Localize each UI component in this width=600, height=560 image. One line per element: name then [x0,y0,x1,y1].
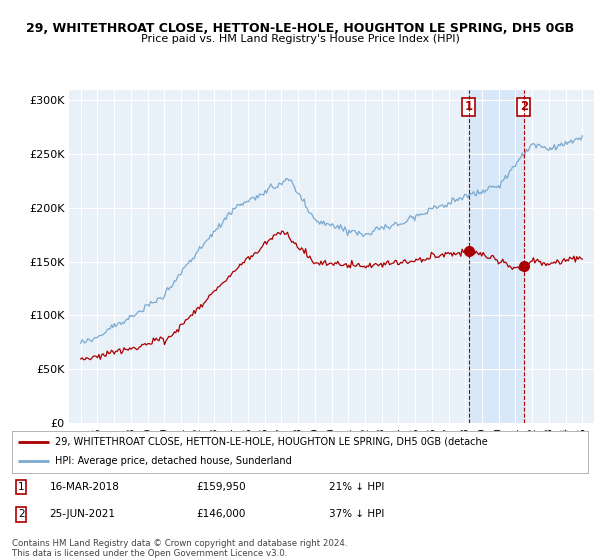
Bar [469,90,524,423]
Text: 29, WHITETHROAT CLOSE, HETTON-LE-HOLE, HOUGHTON LE SPRING, DH5 0GB: 29, WHITETHROAT CLOSE, HETTON-LE-HOLE, H… [26,22,574,35]
Text: Price paid vs. HM Land Registry's House Price Index (HPI): Price paid vs. HM Land Registry's House … [140,34,460,44]
Text: 2: 2 [18,510,25,520]
Text: Contains HM Land Registry data © Crown copyright and database right 2024.
This d: Contains HM Land Registry data © Crown c… [12,539,347,558]
Text: 1: 1 [18,482,25,492]
Text: 37% ↓ HPI: 37% ↓ HPI [329,510,384,520]
Text: £146,000: £146,000 [196,510,245,520]
Text: 1: 1 [464,100,473,113]
Text: 16-MAR-2018: 16-MAR-2018 [49,482,119,492]
Text: HPI: Average price, detached house, Sunderland: HPI: Average price, detached house, Sund… [55,456,292,466]
Text: 29, WHITETHROAT CLOSE, HETTON-LE-HOLE, HOUGHTON LE SPRING, DH5 0GB (detache: 29, WHITETHROAT CLOSE, HETTON-LE-HOLE, H… [55,437,488,447]
Text: 2: 2 [520,100,528,113]
Text: £159,950: £159,950 [196,482,246,492]
Text: 25-JUN-2021: 25-JUN-2021 [49,510,115,520]
Text: 21% ↓ HPI: 21% ↓ HPI [329,482,384,492]
